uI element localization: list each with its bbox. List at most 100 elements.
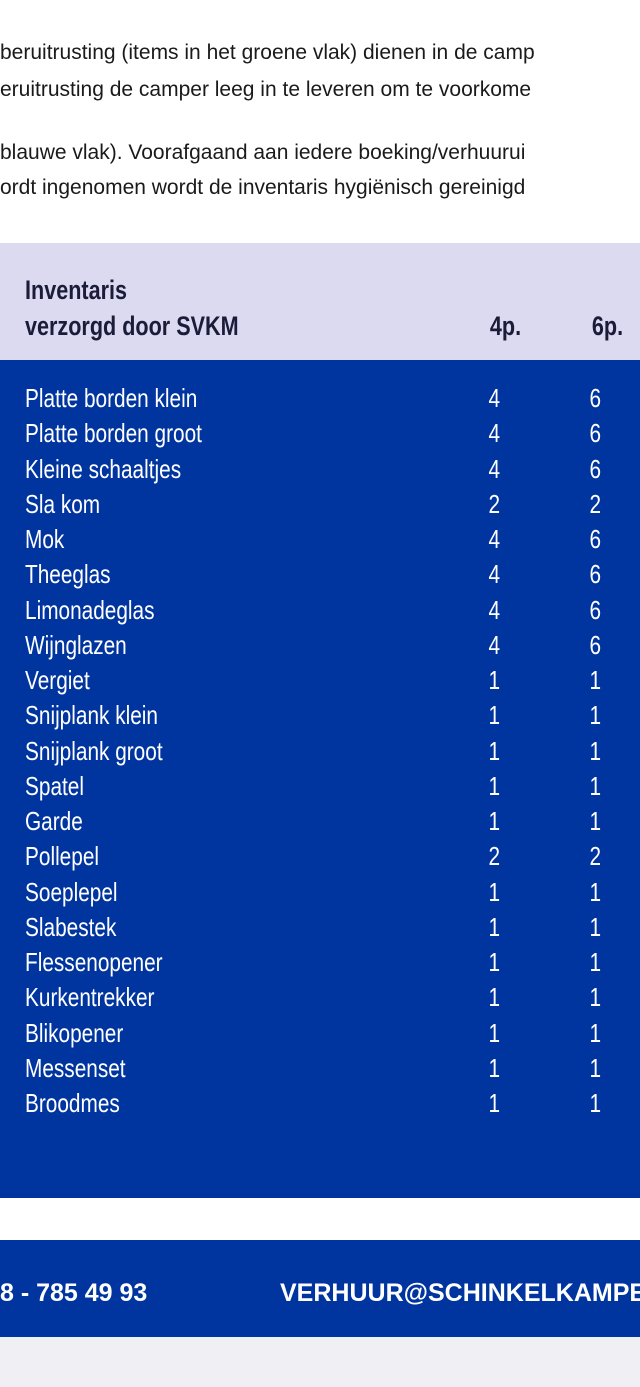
cell-text: 1 xyxy=(488,1017,500,1048)
table-cell: 2 xyxy=(464,841,524,871)
table-cell: 1 xyxy=(565,736,625,766)
cell-text: 1 xyxy=(589,770,601,801)
cell-text: 1 xyxy=(488,947,500,977)
table-cell: 1 xyxy=(565,912,625,942)
table-cell: 2 xyxy=(464,489,524,519)
cell-text: Kleine schaaltjes xyxy=(25,453,182,484)
cell-text: Theeglas xyxy=(25,559,111,590)
intro-line: blauwe vlak). Voorafgaand aan iedere boe… xyxy=(0,141,526,164)
table-cell: 1 xyxy=(464,700,524,730)
table-cell: Messenset xyxy=(25,1053,151,1083)
table-cell: Mok xyxy=(25,524,74,554)
header-label: verzorgd door SVKM xyxy=(25,311,239,341)
table-cell: 6 xyxy=(565,524,625,554)
cell-text: Slabestek xyxy=(25,911,117,942)
cell-text: Kurkentrekker xyxy=(25,982,155,1013)
table-cell: 1 xyxy=(464,771,524,801)
cell-text: 6 xyxy=(589,383,601,413)
cell-text: 6 xyxy=(589,453,601,484)
table-cell: 1 xyxy=(565,665,625,695)
table-cell: 1 xyxy=(464,806,524,836)
header-label: 6p. xyxy=(592,311,624,341)
table-cell: Vergiet xyxy=(25,665,106,695)
cell-text: 1 xyxy=(488,1052,500,1083)
table-cell: 4 xyxy=(464,559,524,589)
table-cell: 6 xyxy=(565,630,625,660)
cell-text: 2 xyxy=(488,488,500,519)
table-cell: Platte borden groot xyxy=(25,418,246,448)
table-cell: 1 xyxy=(565,700,625,730)
table-cell: 1 xyxy=(565,1018,625,1048)
table-cell: 1 xyxy=(565,982,625,1012)
table-cell: 2 xyxy=(565,841,625,871)
cell-text: 1 xyxy=(589,1088,601,1118)
table-cell: Sla kom xyxy=(25,489,119,519)
cell-text: 4 xyxy=(488,418,500,449)
cell-text: Flessenopener xyxy=(25,947,163,977)
table-cell: 4 xyxy=(464,524,524,554)
cell-text: 1 xyxy=(488,735,500,766)
table-cell: 1 xyxy=(464,1088,524,1118)
table-cell: 6 xyxy=(565,418,625,448)
cell-text: 6 xyxy=(589,418,601,449)
cell-text: 1 xyxy=(589,1052,601,1083)
table-cell: 1 xyxy=(464,912,524,942)
cell-text: 6 xyxy=(589,524,601,554)
table-cell: 1 xyxy=(464,877,524,907)
cell-text: 1 xyxy=(488,770,500,801)
cell-text: 1 xyxy=(488,1088,500,1118)
table-cell: 1 xyxy=(565,877,625,907)
table-cell: Limonadeglas xyxy=(25,595,187,625)
table-cell: 1 xyxy=(464,736,524,766)
cell-text: 2 xyxy=(488,841,500,872)
cell-text: 1 xyxy=(488,982,500,1013)
cell-text: Pollepel xyxy=(25,841,100,872)
table-cell: Broodmes xyxy=(25,1088,144,1118)
table-cell: 1 xyxy=(565,771,625,801)
footer: 8 - 785 49 93 VERHUUR@SCHINKELKAMPE xyxy=(0,1240,640,1337)
cell-text: 1 xyxy=(589,735,601,766)
table-cell: Platte borden klein xyxy=(25,383,240,413)
cell-text: 1 xyxy=(488,665,500,695)
table-cell: Spatel xyxy=(25,771,99,801)
cell-text: 1 xyxy=(488,911,500,942)
table-cell: Flessenopener xyxy=(25,947,197,977)
cell-text: 4 xyxy=(488,453,500,484)
table-cell: 6 xyxy=(565,454,625,484)
table-cell: 2 xyxy=(565,489,625,519)
table-cell: 1 xyxy=(464,1018,524,1048)
cell-text: Sla kom xyxy=(25,488,101,519)
intro-line: beruitrusting (items in het groene vlak)… xyxy=(0,41,535,64)
cell-text: 1 xyxy=(589,947,601,977)
cell-text: 4 xyxy=(488,629,500,660)
table-cell: Snijplank klein xyxy=(25,700,191,730)
cell-text: 6 xyxy=(589,629,601,660)
cell-text: Snijplank groot xyxy=(25,735,163,766)
header-label: Inventaris xyxy=(25,275,128,305)
table-cell: 1 xyxy=(464,982,524,1012)
table-cell: 4 xyxy=(464,595,524,625)
header-label: 4p. xyxy=(490,311,522,341)
cell-text: 1 xyxy=(488,876,500,907)
cell-text: 1 xyxy=(589,700,601,731)
cell-text: Messenset xyxy=(25,1052,126,1083)
table-cell: 6 xyxy=(565,559,625,589)
table-cell: 1 xyxy=(565,1088,625,1118)
table-cell: 1 xyxy=(565,1053,625,1083)
cell-text: Mok xyxy=(25,524,65,554)
cell-text: 1 xyxy=(589,911,601,942)
bottom-bar xyxy=(0,1337,640,1387)
cell-text: 1 xyxy=(589,982,601,1013)
cell-text: Limonadeglas xyxy=(25,594,155,625)
intro-line: eruitrusting de camper leeg in te levere… xyxy=(0,78,532,101)
table-cell: 4 xyxy=(464,630,524,660)
cell-text: Broodmes xyxy=(25,1088,120,1118)
table-header: Inventaris verzorgd door SVKM 4p. 6p. xyxy=(0,243,640,360)
cell-text: 4 xyxy=(488,524,500,554)
table-cell: 1 xyxy=(464,1053,524,1083)
cell-text: Garde xyxy=(25,806,83,836)
table-cell: Soeplepel xyxy=(25,877,141,907)
cell-text: Vergiet xyxy=(25,665,90,695)
phone: 8 - 785 49 93 xyxy=(0,1279,148,1307)
